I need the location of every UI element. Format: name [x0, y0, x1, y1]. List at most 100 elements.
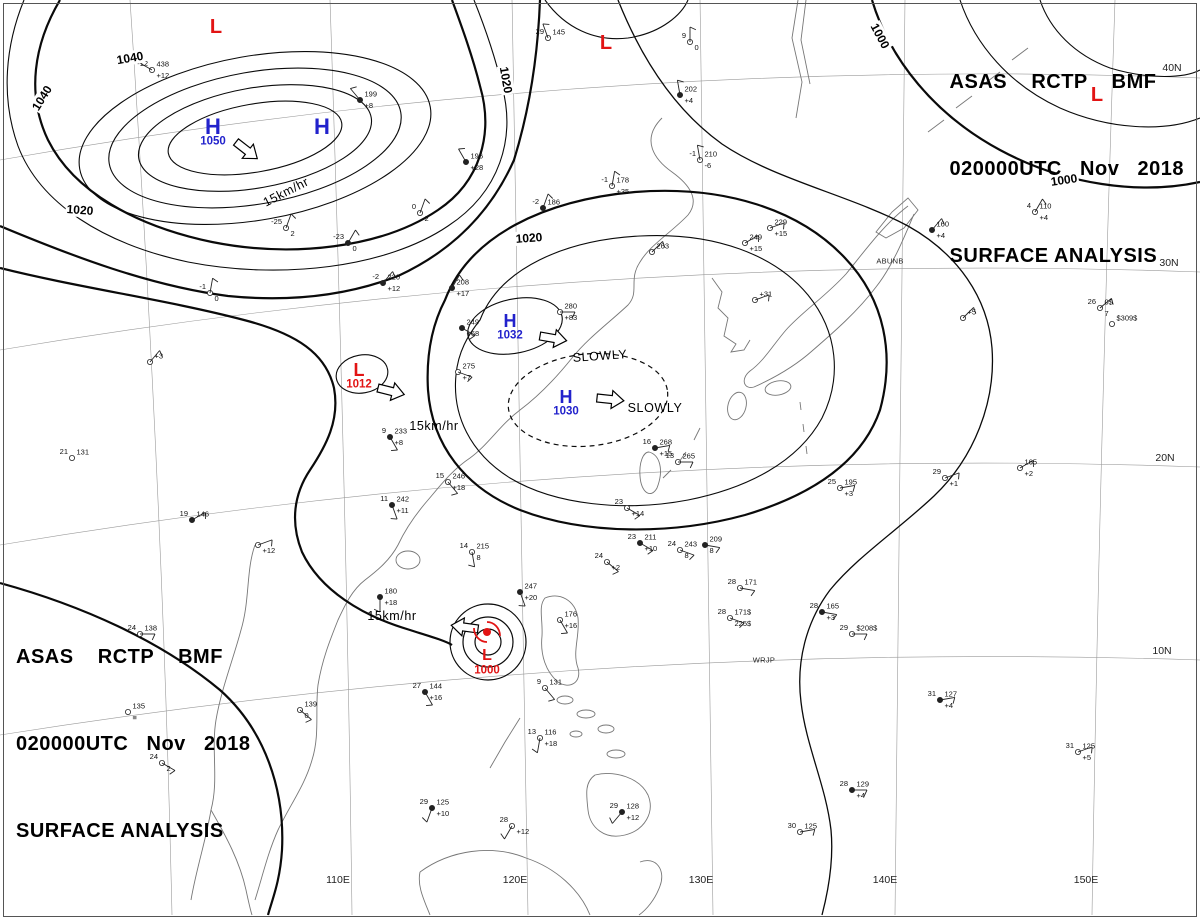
station-plot: 135 ≡: [125, 702, 146, 722]
station-plot: 23 211 +10: [628, 532, 658, 555]
high-center-letter: H: [205, 114, 221, 139]
station-value: 0: [353, 244, 357, 253]
graticule-line: [0, 462, 1200, 546]
station-value: 13: [528, 727, 536, 736]
station-plot: 16 268 +15: [643, 437, 673, 458]
station-value: 165: [1025, 458, 1038, 467]
station-value: +10: [645, 544, 658, 553]
station-value: 28: [500, 815, 508, 824]
station-value: +5: [968, 308, 977, 317]
station-plot: 21 131: [60, 447, 89, 461]
station-value: 116: [545, 728, 557, 737]
isobar-east: [617, 0, 994, 916]
station-value: 24: [668, 539, 676, 548]
station-value: +12: [263, 546, 276, 555]
station-value: +11: [397, 506, 409, 515]
graticule-line: [0, 73, 1200, 161]
station-value: 180: [385, 587, 398, 596]
station-value: +3: [845, 489, 854, 498]
station-value: +1: [950, 479, 959, 488]
movement-label: 15km/hr: [367, 609, 417, 623]
station-value: 21: [60, 447, 68, 456]
station-value: 2: [167, 764, 171, 773]
longitude-label: 150E: [1073, 874, 1099, 886]
low-center-letter: L: [1090, 84, 1104, 106]
station-plot: 11 242 +11: [380, 494, 410, 520]
coastline-sakhalin: [791, 0, 811, 119]
low-center-letter: L: [482, 647, 492, 664]
station-value: +68: [467, 329, 480, 338]
station-value: 242: [397, 495, 410, 504]
station-plot: 28 171$ 225$: [718, 607, 753, 629]
station-value: 27: [413, 681, 421, 690]
station-value: +16: [565, 621, 578, 630]
station-plot: 25 195 +3: [828, 477, 857, 498]
station-plot: 19 146: [180, 509, 209, 524]
station-plot: 28 129 +4: [840, 779, 869, 800]
low-center-letter: L: [599, 32, 613, 54]
station-value: +28: [471, 163, 484, 172]
latitude-label: 20N: [1155, 452, 1175, 464]
station-value: 23: [628, 532, 636, 541]
station-plot: 29 $208$: [840, 623, 878, 641]
station-value: 275: [463, 362, 476, 371]
coastline-island: [569, 730, 583, 738]
station-name-label: ABUNB: [876, 256, 904, 266]
coastline-borneo: [418, 850, 591, 916]
station-value: 171$: [735, 608, 753, 617]
station-value: 7: [1105, 309, 1109, 318]
station-value: 24: [128, 623, 136, 632]
station-value: 25: [828, 477, 836, 486]
station-value: 24: [150, 752, 158, 761]
station-value: 176: [565, 610, 578, 619]
station-value: 28: [840, 779, 848, 788]
station-value: 29: [420, 797, 428, 806]
station-value: 2: [425, 214, 429, 223]
station-value: +18: [453, 483, 466, 492]
coastline-mindanao: [586, 773, 651, 837]
isobar-1020-west: [0, 0, 542, 300]
station-value: 135: [133, 702, 146, 711]
station-plot: 176+16: [557, 610, 578, 635]
isobar-1020-central: [426, 189, 888, 531]
station-plot: +5: [960, 307, 977, 321]
station-value: 131: [550, 678, 563, 687]
station-value: 8: [710, 546, 714, 555]
isobar-ring-l1012: [335, 354, 389, 394]
station-plot: 28 171: [728, 577, 757, 597]
station-value: +15: [660, 449, 673, 458]
station-value: +31: [760, 290, 773, 299]
station-value: 208: [457, 278, 470, 287]
station-value: -2: [372, 272, 379, 281]
station-value: +20: [525, 593, 538, 602]
station-plot: 28 165 +3: [810, 601, 839, 622]
station-value: +18: [385, 598, 398, 607]
movement-arrows: [232, 138, 625, 638]
station-value: -12: [137, 59, 148, 68]
station-value: +83: [565, 313, 578, 322]
station-plot: 26 0$ 7: [1088, 297, 1114, 318]
station-value: +2: [612, 563, 621, 572]
station-value: ≡: [133, 713, 138, 722]
station-plot: -1 0: [199, 277, 219, 303]
station-value: 145: [553, 28, 566, 37]
station-value: 29: [840, 623, 848, 632]
isobar-ring: [6, 0, 508, 271]
title-line: SURFACE ANALYSIS: [16, 820, 224, 842]
station-plot: 229+15: [767, 218, 787, 238]
graticule-line: [0, 656, 1200, 736]
station-value: 110: [1040, 202, 1052, 211]
coastline-palawan: [489, 717, 521, 769]
station-value: -1: [199, 282, 206, 291]
isobar-typhoon-ring: [462, 616, 514, 668]
station-plot: 24 138: [128, 623, 157, 641]
latitude-label: 10N: [1152, 645, 1172, 657]
station-value: 14: [460, 541, 468, 550]
station-plot: +3: [146, 350, 163, 365]
coastline-island: [576, 709, 596, 719]
station-value: 0: [695, 43, 699, 52]
station-plot: 275+7: [454, 362, 476, 383]
movement-label: SLOWLY: [627, 401, 683, 415]
station-plot: -25 2: [271, 213, 297, 238]
